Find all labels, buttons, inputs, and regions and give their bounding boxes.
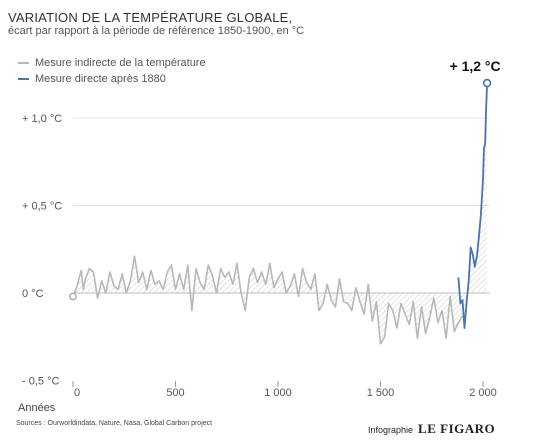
y-tick-label: + 0,5 °C	[22, 201, 62, 213]
legend-item-direct: Mesure directe après 1880	[18, 71, 206, 87]
y-tick-label: + 1,0 °C	[22, 113, 62, 125]
legend: Mesure indirecte de la température Mesur…	[18, 55, 206, 87]
direct-series-line	[457, 82, 488, 329]
end-point-marker	[482, 78, 492, 88]
legend-label-indirect: Mesure indirecte de la température	[35, 57, 206, 69]
credit-prefix: Infographie	[368, 425, 414, 435]
y-tick-label: - 0,5 °C	[22, 376, 59, 388]
legend-item-indirect: Mesure indirecte de la température	[18, 55, 206, 71]
legend-swatch-direct	[18, 78, 29, 80]
legend-label-direct: Mesure directe après 1880	[35, 73, 166, 85]
peak-annotation: + 1,2 °C	[450, 58, 501, 74]
chart-subtitle: écart par rapport à la période de référe…	[8, 25, 305, 37]
indirect-area-fill	[73, 256, 463, 344]
x-tick-label: 1 500	[367, 387, 395, 399]
x-axis-label: Années	[18, 402, 56, 414]
x-tick-label: 1 000	[264, 387, 292, 399]
indirect-series-line	[72, 255, 464, 345]
credit: Infographie LE FIGARO	[368, 421, 495, 437]
direct-area-fill	[458, 83, 488, 328]
sources-note: Sources : Ourworldindata, Nature, Nasa, …	[16, 420, 213, 427]
y-tick-label: 0 °C	[22, 288, 44, 300]
x-tick-label: 0	[74, 387, 80, 399]
legend-swatch-indirect	[18, 62, 29, 64]
chart-title: VARIATION DE LA TEMPÉRATURE GLOBALE,	[8, 10, 293, 25]
start-point-marker	[69, 292, 77, 301]
le-figaro-logo: LE FIGARO	[418, 421, 496, 436]
x-tick-label: 2 000	[469, 387, 497, 399]
x-tick-label: 500	[166, 387, 184, 399]
